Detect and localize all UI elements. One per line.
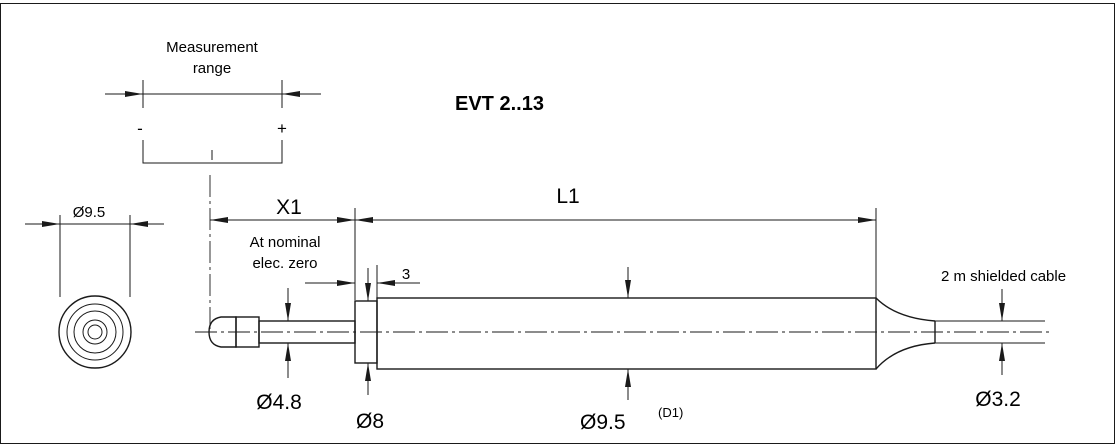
drawing-frame <box>0 3 1115 444</box>
measurement-range-label-line1: Measurement <box>166 39 259 56</box>
collar-diameter-callout: Ø8 <box>356 268 384 433</box>
range-plus-sign: + <box>277 119 287 138</box>
sensor-body <box>195 297 1050 370</box>
tip-diameter: Ø4.8 <box>256 391 302 414</box>
cable-callout: 2 m shielded cable Ø3.2 <box>941 268 1066 411</box>
l1-dimension: L1 <box>354 185 877 300</box>
end-view: Ø9.5 <box>25 204 164 369</box>
model-title: EVT 2..13 <box>455 93 544 115</box>
x1-dimension: X1 At nominal elec. zero <box>210 196 355 272</box>
measurement-range-dimension: Measurement range - + <box>105 39 321 333</box>
body-diameter-callout: Ø9.5 (D1) <box>580 267 683 434</box>
cable-diameter: Ø3.2 <box>975 388 1021 411</box>
step-dimension: 3 <box>305 265 420 300</box>
end-view-diameter: Ø9.5 <box>73 204 106 221</box>
measurement-range-label-line2: range <box>193 60 231 77</box>
range-minus-sign: - <box>137 119 143 138</box>
nominal-zero-line2: elec. zero <box>252 255 317 272</box>
body-diameter: Ø9.5 <box>580 411 626 434</box>
cable-label: 2 m shielded cable <box>941 268 1066 285</box>
tip-diameter-callout: Ø4.8 <box>256 288 302 414</box>
collar-diameter: Ø8 <box>356 410 384 433</box>
step-length-label: 3 <box>402 266 410 283</box>
body-diameter-reference: (D1) <box>658 405 683 420</box>
l1-label: L1 <box>556 185 579 208</box>
nominal-zero-line1: At nominal <box>250 234 321 251</box>
x1-label: X1 <box>276 196 302 219</box>
